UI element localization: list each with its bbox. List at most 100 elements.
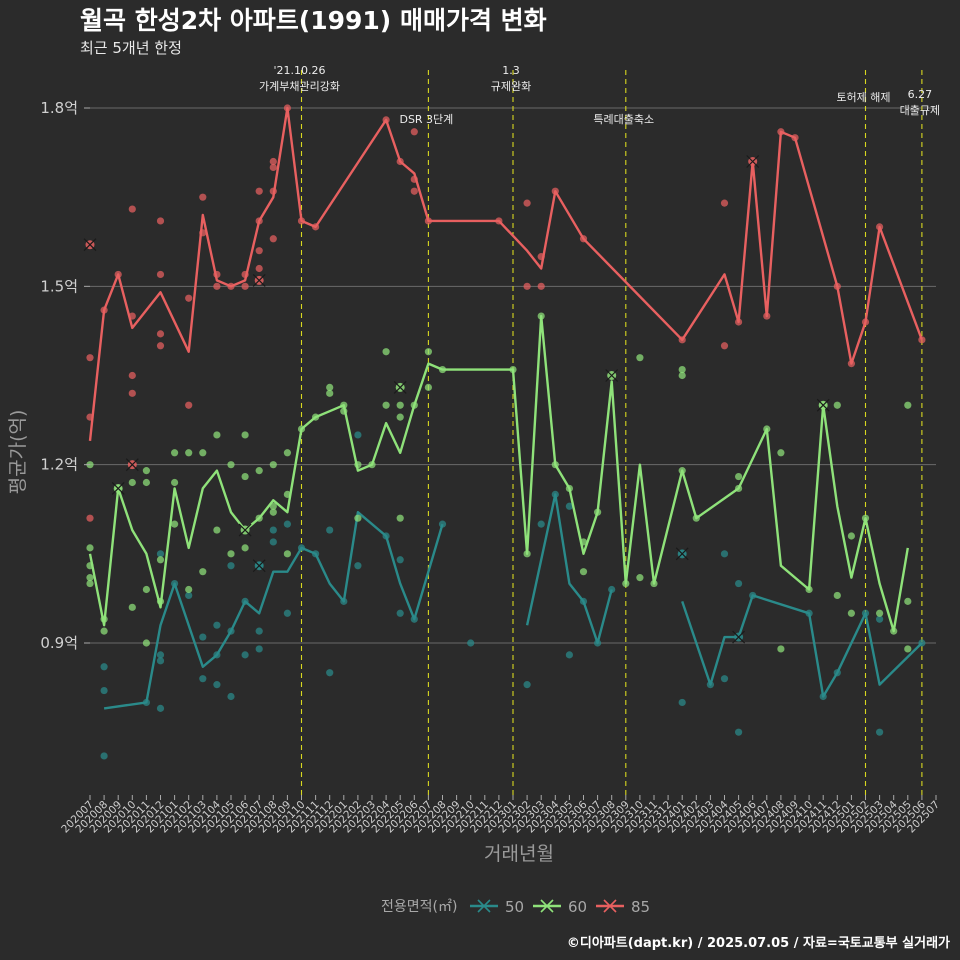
data-point: [876, 609, 884, 617]
data-point: [636, 354, 644, 362]
data-point: [326, 383, 334, 391]
data-point: [565, 651, 574, 659]
data-point: [636, 574, 644, 582]
series-line: [103, 511, 444, 710]
data-point: [678, 698, 686, 707]
data-point: [396, 609, 404, 617]
event-label: 가계부채관리강화: [259, 80, 340, 93]
data-point: [678, 365, 686, 374]
data-point: [269, 235, 277, 243]
data-point: [255, 645, 263, 653]
data-point: [128, 603, 136, 611]
data-point: [720, 342, 729, 350]
y-tick-label: 1.5억: [40, 277, 78, 295]
data-point: [396, 413, 404, 421]
data-point: [227, 562, 235, 570]
data-point: [86, 514, 94, 522]
data-point: [241, 472, 249, 481]
data-point: [424, 348, 432, 356]
data-point: [213, 681, 221, 689]
data-point: [199, 449, 207, 457]
cross-marker: [252, 559, 266, 573]
data-point: [255, 187, 263, 195]
data-point: [833, 591, 841, 600]
data-point: [255, 467, 263, 475]
data-point: [396, 556, 404, 564]
data-point: [199, 675, 207, 683]
data-point: [720, 199, 729, 207]
data-point: [156, 342, 165, 350]
data-point: [396, 401, 404, 409]
data-point: [241, 651, 249, 659]
data-point: [199, 193, 207, 201]
data-point: [142, 639, 150, 647]
series-line: [681, 594, 923, 698]
data-point: [269, 157, 277, 166]
legend-label: 85: [631, 898, 650, 916]
data-point: [777, 449, 785, 457]
data-point: [354, 431, 362, 439]
data-point: [904, 645, 912, 653]
data-point: [382, 348, 390, 356]
data-point: [608, 585, 616, 594]
data-point: [227, 550, 235, 558]
data-point: [241, 431, 249, 439]
data-point: [678, 371, 686, 380]
series-60: [86, 312, 912, 653]
data-point: [142, 467, 150, 475]
data-point: [326, 389, 334, 397]
data-point: [354, 514, 362, 522]
data-point: [142, 585, 150, 594]
data-point: [283, 609, 291, 617]
data-point: [255, 264, 263, 273]
data-point: [86, 544, 94, 552]
data-point: [199, 568, 207, 576]
cross-marker: [816, 398, 830, 412]
cross-marker: [732, 630, 746, 644]
data-point: [410, 128, 418, 136]
data-point: [100, 627, 108, 635]
data-point: [847, 609, 856, 617]
data-point: [283, 520, 291, 528]
y-tick-label: 1.2억: [40, 456, 78, 474]
data-point: [171, 478, 179, 487]
y-axis-title: 평균가(억): [7, 410, 29, 495]
data-point: [467, 639, 475, 647]
data-point: [269, 461, 277, 469]
cross-marker: [238, 523, 252, 537]
data-point: [156, 556, 165, 564]
data-point: [185, 585, 193, 594]
data-point: [213, 431, 221, 439]
event-label: 특례대출축소: [593, 113, 654, 126]
data-point: [735, 472, 743, 481]
data-point: [424, 383, 432, 391]
data-point: [876, 728, 884, 736]
data-point: [847, 532, 856, 540]
series-line: [88, 106, 924, 442]
legend-key-cross: [477, 899, 491, 913]
data-point: [213, 621, 221, 629]
data-point: [227, 692, 235, 701]
data-point: [523, 199, 531, 207]
data-point: [735, 728, 743, 736]
event-label: 6.27: [908, 88, 933, 101]
data-point: [382, 401, 390, 409]
data-point: [86, 354, 94, 362]
series-50: [100, 431, 926, 760]
x-axis-title: 거래년월: [484, 843, 554, 865]
y-tick-label: 0.9억: [40, 634, 78, 652]
data-point: [86, 579, 94, 588]
data-point: [156, 651, 165, 659]
series-line: [525, 493, 613, 645]
data-point: [537, 520, 545, 528]
data-point: [213, 526, 221, 534]
data-point: [213, 282, 221, 290]
event-label: DSR 3단계: [399, 113, 453, 126]
data-point: [904, 401, 912, 409]
data-point: [171, 520, 179, 528]
series-group: [83, 104, 926, 760]
data-point: [156, 657, 165, 665]
data-point: [283, 550, 291, 558]
